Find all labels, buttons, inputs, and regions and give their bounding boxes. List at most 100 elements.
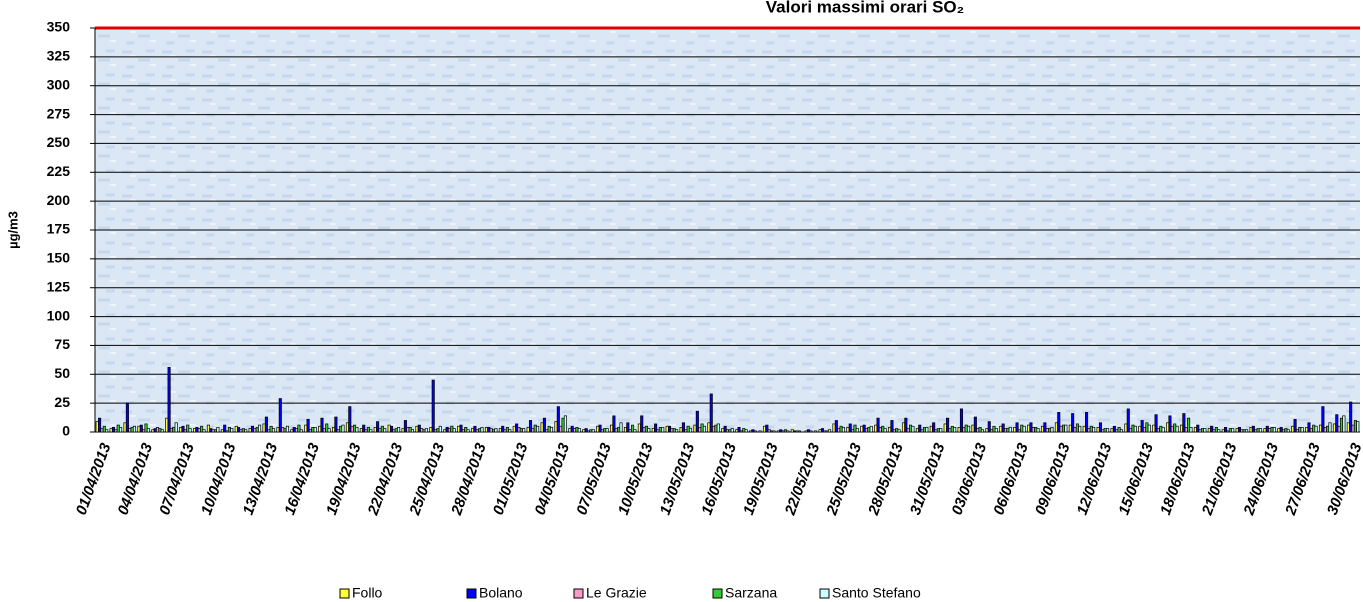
bar <box>1326 425 1330 433</box>
bar <box>373 427 377 433</box>
x-tick-label: 19/04/2013 <box>323 440 365 517</box>
bar <box>559 425 563 433</box>
bar <box>1254 429 1258 433</box>
bar <box>336 429 340 433</box>
bar <box>644 425 648 433</box>
bar <box>628 429 632 433</box>
bar <box>1029 422 1033 433</box>
bar <box>503 429 507 433</box>
bar <box>596 425 600 433</box>
bar <box>1200 428 1205 433</box>
bar <box>1268 428 1272 433</box>
bar <box>498 428 502 433</box>
bar <box>1339 417 1344 433</box>
bar <box>341 424 345 433</box>
bar <box>723 425 727 433</box>
bar <box>661 427 665 433</box>
bar <box>1284 428 1288 433</box>
bar <box>1353 420 1357 433</box>
bar <box>901 422 906 433</box>
bar <box>424 428 428 433</box>
bar <box>1152 424 1156 433</box>
bar <box>637 423 641 433</box>
bar <box>255 427 259 433</box>
bar <box>139 424 143 433</box>
bar <box>679 427 683 433</box>
bar <box>848 423 852 433</box>
bar <box>570 425 574 433</box>
bar <box>369 429 373 433</box>
bar <box>1228 428 1232 433</box>
bar <box>466 429 470 433</box>
bar <box>1221 429 1225 433</box>
bar <box>971 424 975 433</box>
bar <box>1182 413 1186 433</box>
bar <box>167 367 171 433</box>
y-tick-label: 300 <box>47 76 71 92</box>
bar <box>526 427 530 433</box>
bar <box>313 427 317 433</box>
bar <box>820 428 824 433</box>
bar <box>339 425 343 433</box>
bar <box>686 425 690 433</box>
bar <box>1323 427 1327 433</box>
bar <box>684 429 688 433</box>
x-tick-label: 03/06/2013 <box>949 440 991 517</box>
legend-label: Bolano <box>479 585 523 601</box>
bar <box>909 424 913 433</box>
bar <box>383 428 387 433</box>
bar <box>895 428 899 433</box>
bar <box>1133 425 1137 433</box>
bar <box>146 428 150 433</box>
bar <box>380 425 384 433</box>
bar <box>932 422 936 433</box>
bar <box>751 429 755 433</box>
bar <box>804 430 808 433</box>
bar <box>1196 424 1200 433</box>
bar <box>512 425 516 433</box>
x-tick-label: 19/05/2013 <box>740 440 782 517</box>
bar <box>200 425 204 433</box>
bar <box>1203 428 1207 433</box>
bar <box>959 408 963 433</box>
bar <box>461 429 465 433</box>
bar <box>445 427 449 433</box>
bar <box>904 417 908 433</box>
bar <box>1346 422 1350 433</box>
bar <box>1054 422 1058 433</box>
bar <box>675 429 679 433</box>
bar <box>519 428 523 433</box>
bar <box>1098 422 1102 433</box>
bar <box>1064 424 1068 433</box>
bar <box>216 427 220 433</box>
bar <box>700 423 704 433</box>
bar <box>417 424 421 433</box>
bar <box>860 425 864 433</box>
bar <box>278 398 282 433</box>
bar <box>1147 424 1151 433</box>
bar <box>508 429 512 433</box>
bar <box>1240 429 1244 433</box>
bar <box>575 427 579 433</box>
bar <box>973 416 977 433</box>
bar <box>890 420 894 433</box>
bar <box>906 428 910 433</box>
y-tick-label: 125 <box>47 278 71 294</box>
bar <box>1096 427 1100 433</box>
bar <box>876 417 880 433</box>
bar <box>793 430 797 433</box>
bar <box>297 424 301 433</box>
x-tick-label: 28/05/2013 <box>865 440 907 518</box>
bar <box>846 427 850 433</box>
bar <box>617 427 621 433</box>
bar <box>841 427 845 433</box>
bar <box>1043 422 1047 433</box>
bar <box>1003 428 1008 433</box>
bar <box>401 428 405 433</box>
bar <box>169 428 173 433</box>
bar <box>494 428 498 433</box>
bar <box>1015 422 1019 433</box>
bar <box>1272 427 1276 433</box>
bar <box>605 428 609 433</box>
